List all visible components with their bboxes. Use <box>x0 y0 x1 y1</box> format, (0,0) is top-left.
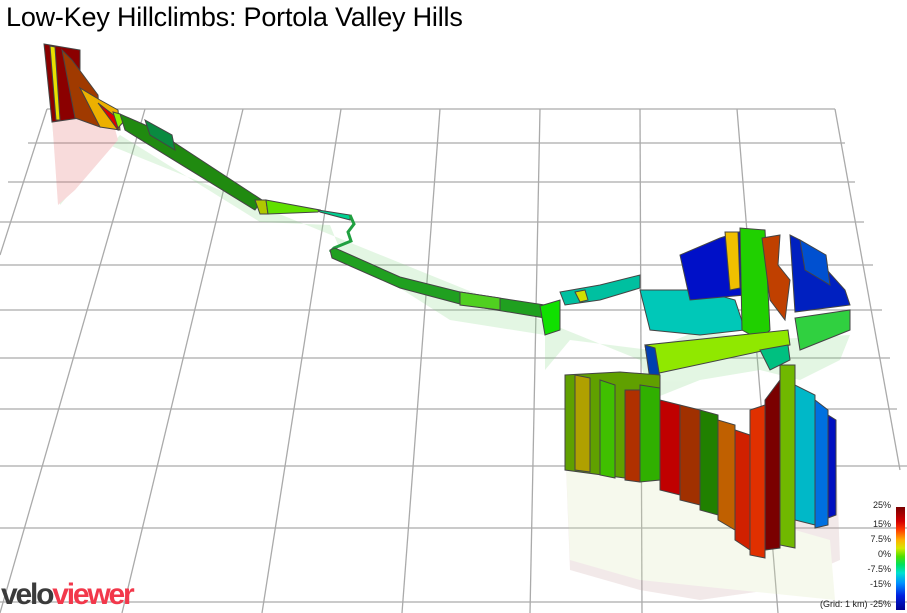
veloviewer-logo[interactable]: veloviewer <box>1 578 135 611</box>
logo-part-viewer: viewer <box>52 578 134 611</box>
gradient-color-bar <box>896 507 905 610</box>
legend-label-7-5: 7.5% <box>870 534 891 544</box>
page-title: Low-Key Hillclimbs: Portola Valley Hills <box>6 2 463 32</box>
route-ribbon <box>43 43 851 559</box>
legend-label-15: 15% <box>872 519 891 529</box>
legend-label-25: 25% <box>872 500 891 510</box>
legend-label-minus-15: -15% <box>869 579 891 589</box>
gradient-legend: 25% 15% 7.5% 0% -7.5% -15% (Grid: 1 km) … <box>800 498 907 613</box>
logo-part-velo: velo <box>1 578 54 611</box>
legend-label-0: 0% <box>877 549 891 559</box>
legend-label-minus-7-5: -7.5% <box>867 564 891 574</box>
legend-label-grid-minus-25: (Grid: 1 km) -25% <box>819 599 891 609</box>
